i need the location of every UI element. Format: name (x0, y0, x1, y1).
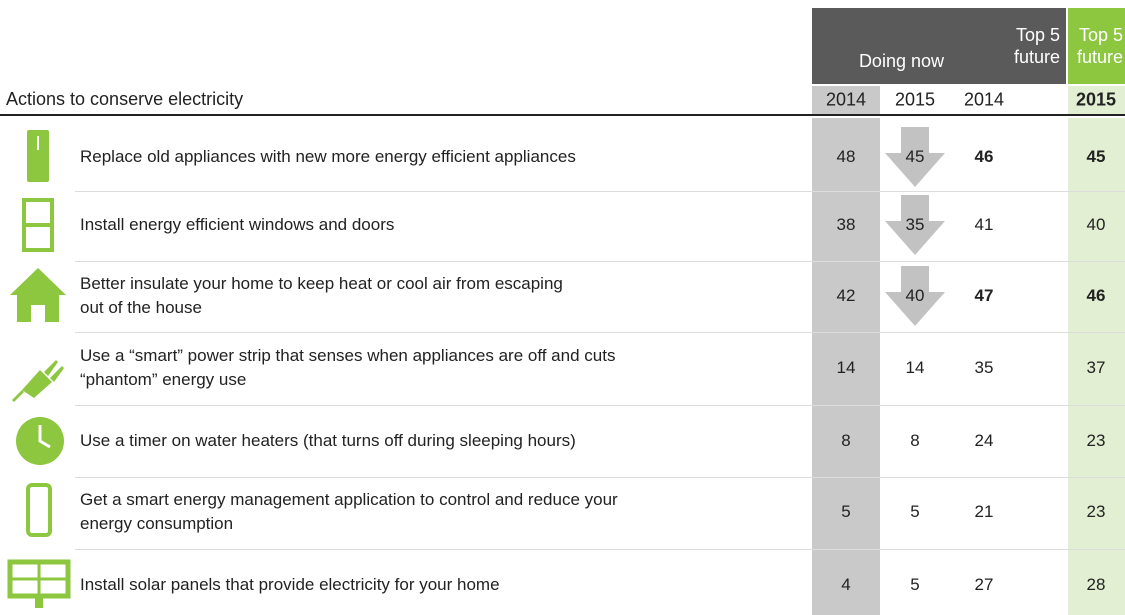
value: 40 (1086, 215, 1106, 234)
value: 4 (841, 575, 851, 594)
value: 5 (841, 502, 851, 521)
divider (75, 476, 1125, 478)
year: 2014 (963, 89, 1005, 110)
col-bg (812, 118, 880, 615)
value: 5 (910, 502, 920, 521)
label-line: out of the house (80, 298, 202, 317)
rule (0, 114, 1125, 116)
year-row (0, 86, 1125, 114)
label-line: Use a “smart” power strip that senses wh… (80, 346, 616, 365)
row-label: Get a smart energy management applicatio… (80, 488, 618, 536)
value: 46 (1086, 286, 1106, 305)
value: 28 (1086, 575, 1106, 594)
group-header: Doing now (812, 8, 950, 84)
value: 35 (905, 215, 925, 234)
value: 8 (910, 431, 920, 450)
icon (7, 130, 71, 608)
down-arrow (885, 127, 945, 187)
row-label: Use a “smart” power strip that senses wh… (80, 344, 615, 392)
value: 40 (905, 286, 925, 305)
value: 37 (1086, 358, 1106, 377)
label-line: Use a timer on water heaters (that turns… (80, 431, 576, 450)
divider (75, 404, 1125, 406)
value: 48 (836, 147, 856, 166)
row-label: Use a timer on water heaters (that turns… (80, 429, 576, 453)
divider (75, 191, 1125, 192)
group-header: Top 5 future (950, 8, 1066, 84)
row-label: Better insulate your home to keep heat o… (80, 272, 563, 320)
row-label: Install energy efficient windows and doo… (80, 213, 394, 237)
col-bg (1068, 118, 1125, 615)
value: 38 (836, 215, 856, 234)
year-bg (812, 86, 880, 114)
year: 2015 (1075, 89, 1117, 110)
label-line: Replace old appliances with new more ene… (80, 147, 576, 166)
value: 23 (1086, 431, 1106, 450)
value: 46 (974, 147, 994, 166)
divider (75, 548, 1125, 550)
row-title: Actions to conserve electricity (6, 89, 244, 109)
label-line: “phantom” energy use (80, 370, 247, 389)
group-header: Top 5 future (1068, 8, 1125, 84)
value: 42 (836, 286, 856, 305)
divider (75, 260, 1125, 262)
value: 45 (1086, 147, 1106, 166)
value: 8 (841, 431, 851, 450)
label-line: energy consumption (80, 514, 234, 533)
value: 5 (910, 575, 920, 594)
value: 24 (974, 431, 994, 450)
label-line: Better insulate your home to keep heat o… (80, 274, 563, 293)
value: 27 (974, 575, 994, 594)
value: 47 (974, 286, 994, 305)
label-line: Install solar panels that provide electr… (80, 575, 500, 594)
value: 41 (974, 215, 994, 234)
value: 14 (836, 358, 856, 377)
icons (7, 130, 71, 608)
label-line: Install energy efficient windows and doo… (80, 215, 395, 234)
divider (75, 332, 1125, 333)
value: 35 (974, 358, 994, 377)
value: 21 (974, 502, 994, 521)
year: 2015 (894, 89, 936, 110)
value: 23 (1086, 502, 1106, 521)
row-label: Replace old appliances with new more ene… (80, 145, 576, 169)
year-bg (1068, 86, 1125, 114)
label-line: Get a smart energy management applicatio… (80, 490, 618, 509)
down-arrow (885, 195, 945, 255)
value: 14 (905, 358, 925, 377)
year: 2014 (825, 89, 867, 110)
row-label: Install solar panels that provide electr… (80, 573, 500, 597)
value: 45 (905, 147, 925, 166)
down-arrow (885, 266, 945, 326)
